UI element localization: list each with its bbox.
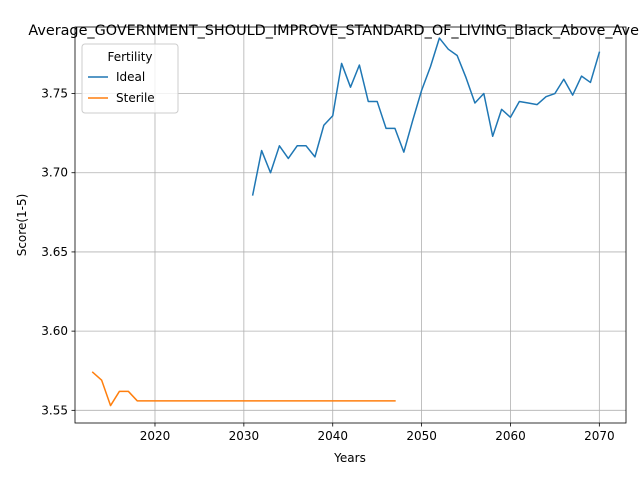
legend-label-ideal: Ideal <box>116 70 145 84</box>
y-tick-label: 3.60 <box>41 324 68 338</box>
y-tick-label: 3.65 <box>41 245 68 259</box>
grid <box>75 27 626 423</box>
chart-title: Average_GOVERNMENT_SHOULD_IMPROVE_STANDA… <box>28 23 640 39</box>
series-lines <box>91 37 601 407</box>
series-line-sterile <box>91 371 396 407</box>
x-tick-label: 2040 <box>317 429 348 443</box>
y-tick-label: 3.75 <box>41 87 68 101</box>
legend-entries: Ideal Sterile <box>88 70 155 105</box>
x-tick-label: 2020 <box>140 429 171 443</box>
x-axis: 2020 2030 2040 2050 2060 2070 <box>140 423 615 443</box>
y-tick-label: 3.70 <box>41 166 68 180</box>
x-tick-label: 2050 <box>406 429 437 443</box>
x-tick-label: 2070 <box>584 429 615 443</box>
legend: Fertility Ideal Sterile <box>81 43 179 114</box>
x-tick-label: 2030 <box>229 429 260 443</box>
y-tick-label: 3.55 <box>41 403 68 417</box>
plot-frame <box>74 26 627 424</box>
legend-title: Fertility <box>107 50 152 64</box>
y-axis: 3.55 3.60 3.65 3.70 3.75 <box>41 87 75 417</box>
y-axis-label: Score(1-5) <box>15 194 29 257</box>
legend-box <box>81 43 179 114</box>
x-axis-label: Years <box>333 451 366 465</box>
x-tick-label: 2060 <box>495 429 526 443</box>
legend-label-sterile: Sterile <box>116 91 155 105</box>
series-line-ideal <box>251 37 601 196</box>
